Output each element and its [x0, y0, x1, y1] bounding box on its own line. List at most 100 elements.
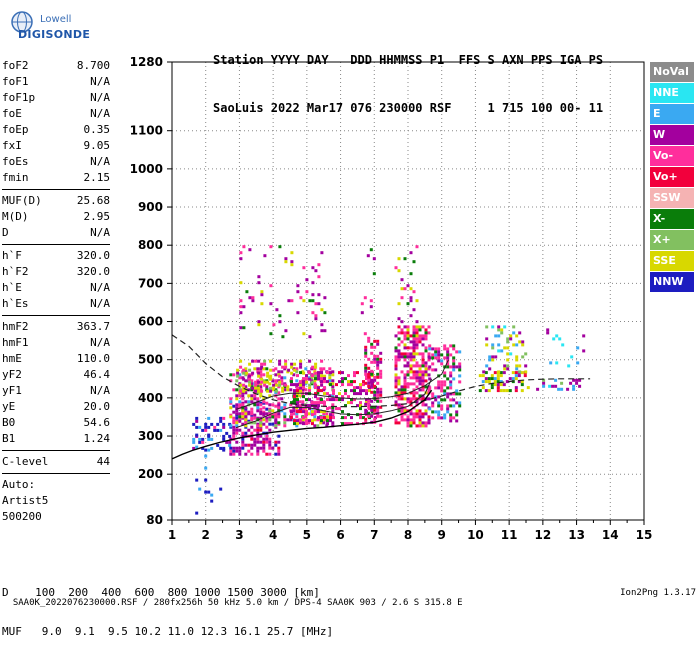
param-value: 44	[96, 455, 110, 468]
echo-point	[256, 428, 260, 432]
echo-point	[283, 406, 287, 410]
echo-point	[400, 331, 404, 335]
echo-point	[409, 287, 413, 291]
param-row-md: M(D) 2.95	[2, 209, 110, 225]
echo-point	[251, 296, 255, 300]
echo-point	[379, 393, 383, 397]
param-value: N/A	[90, 91, 110, 104]
echo-point	[424, 331, 428, 335]
echo-point	[443, 347, 447, 351]
echo-point	[397, 257, 401, 261]
echo-point	[195, 419, 199, 423]
echo-point	[455, 413, 459, 417]
param-row-yf1: yF1 N/A	[2, 383, 110, 399]
echo-point	[370, 408, 374, 412]
echo-point	[415, 397, 419, 401]
echo-point	[367, 414, 371, 418]
param-value: 110.0	[76, 352, 110, 365]
echo-point	[403, 355, 407, 359]
echo-point	[406, 284, 410, 288]
echo-point	[259, 410, 263, 414]
echo-point	[326, 380, 329, 384]
echo-point	[400, 403, 404, 407]
echo-point	[244, 412, 248, 416]
echo-point	[284, 257, 288, 261]
echo-point	[235, 406, 239, 410]
echo-point	[446, 347, 450, 351]
echo-point	[403, 409, 407, 413]
param-name: yF2	[2, 368, 22, 381]
echo-point	[259, 373, 263, 377]
echo-point	[331, 403, 335, 407]
echo-point	[225, 440, 229, 444]
echo-point	[311, 266, 315, 270]
echo-point	[367, 357, 371, 361]
echo-point	[256, 440, 260, 444]
echo-point	[242, 326, 246, 330]
param-value: N/A	[90, 75, 110, 88]
echo-point	[274, 379, 278, 383]
echo-point	[373, 354, 377, 358]
echo-point	[409, 334, 413, 338]
echo-point	[320, 377, 323, 381]
echo-point	[238, 449, 242, 453]
echo-point	[397, 302, 401, 306]
echo-point	[262, 406, 266, 410]
echo-point	[515, 334, 519, 338]
echo-point	[256, 449, 260, 453]
echo-point	[222, 416, 226, 420]
echo-point	[328, 373, 332, 377]
version-text: Ion2Png 1.3.17	[620, 588, 696, 598]
echo-point	[455, 389, 459, 393]
echo-point	[250, 443, 254, 447]
echo-point	[268, 403, 272, 407]
echo-point	[360, 311, 364, 315]
echo-point	[424, 424, 428, 428]
echo-point	[259, 440, 263, 444]
echo-point	[394, 266, 398, 270]
echo-point	[216, 443, 220, 447]
echo-point	[427, 421, 431, 425]
echo-point	[497, 334, 501, 338]
echo-point	[311, 401, 314, 405]
echo-point	[403, 346, 407, 350]
echo-point	[277, 403, 281, 407]
echo-point	[397, 325, 401, 329]
echo-point	[310, 382, 314, 386]
echo-point	[446, 356, 450, 360]
echo-point	[400, 278, 404, 282]
echo-point	[283, 418, 287, 422]
echo-point	[311, 422, 314, 426]
echo-point	[195, 511, 199, 515]
echo-point	[283, 367, 287, 371]
echo-point	[524, 370, 528, 374]
echo-point	[269, 245, 273, 249]
echo-point	[488, 355, 492, 359]
echo-point	[293, 398, 296, 402]
echo-point	[344, 392, 347, 396]
echo-point	[198, 425, 202, 429]
param-row-foe: foE N/A	[2, 106, 110, 122]
echo-point	[427, 397, 431, 401]
echo-point	[437, 356, 441, 360]
echo-point	[551, 384, 555, 388]
echo-point	[446, 404, 450, 408]
legend-item-vominus: Vo-	[650, 146, 694, 166]
echo-point	[302, 377, 305, 381]
echo-point	[277, 452, 281, 456]
echo-point	[412, 334, 416, 338]
echo-point	[400, 418, 404, 422]
echo-point	[265, 367, 269, 371]
echo-point	[415, 328, 419, 332]
echo-point	[257, 389, 261, 393]
echo-point	[379, 375, 383, 379]
param-row-foep: foEp 0.35	[2, 122, 110, 138]
param-name: hmF2	[2, 320, 29, 333]
echo-point	[272, 323, 276, 327]
echo-point	[394, 382, 398, 386]
echo-point	[502, 383, 506, 387]
param-name: M(D)	[2, 210, 29, 223]
echo-point	[485, 337, 489, 341]
echo-point	[259, 412, 263, 416]
echo-point	[353, 398, 356, 402]
